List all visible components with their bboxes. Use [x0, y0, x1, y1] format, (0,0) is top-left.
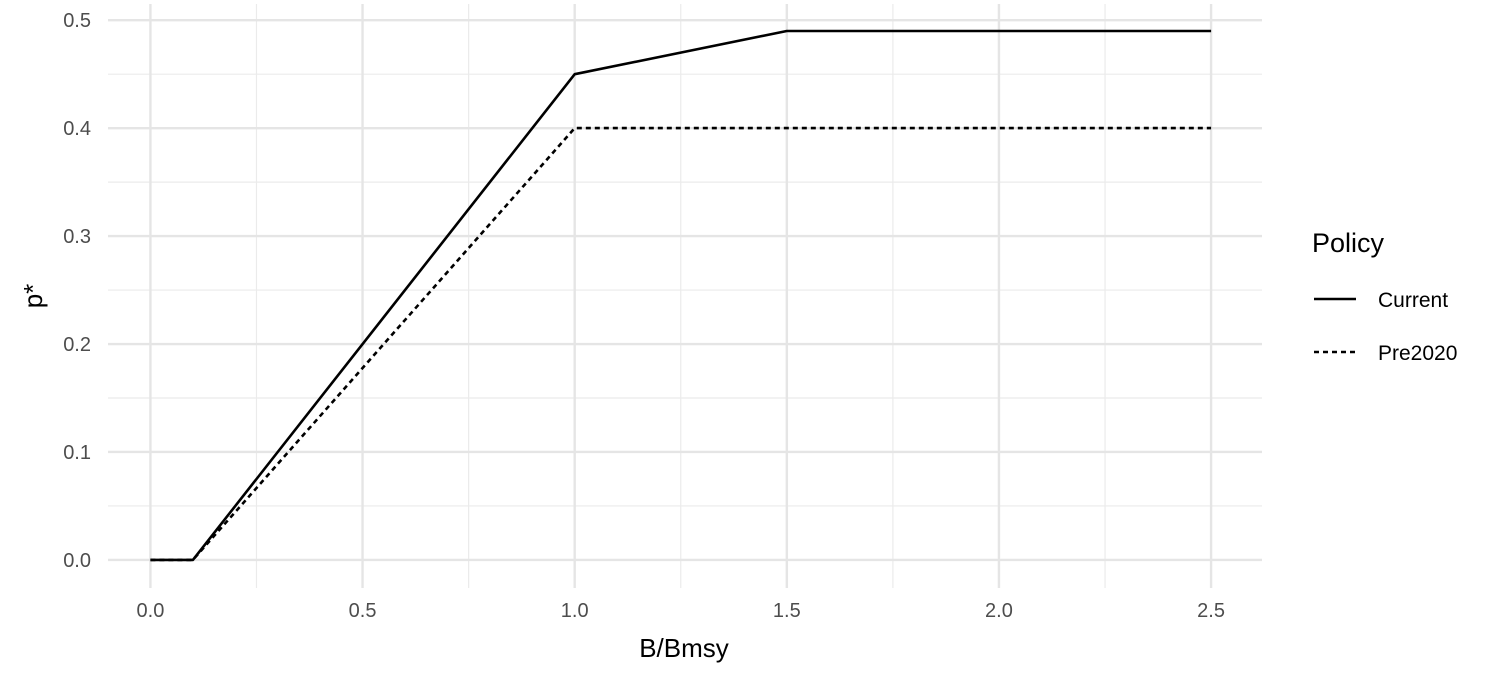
y-tick-label: 0.3	[63, 226, 91, 248]
x-tick-label: 2.0	[985, 600, 1013, 622]
legend-label-current: Current	[1378, 289, 1448, 312]
x-axis-ticks: 0.0 0.5 1.0 1.5 2.0 2.5	[137, 600, 1225, 622]
y-tick-label: 0.1	[63, 442, 91, 464]
series-line-pre2020	[150, 126, 1212, 562]
y-axis-ticks: 0.0 0.1 0.2 0.3 0.4 0.5	[63, 10, 91, 572]
x-axis-title: B/Bmsy	[639, 633, 729, 663]
x-tick-label: 2.5	[1197, 600, 1225, 622]
legend: Policy Current Pre2020	[1312, 228, 1457, 365]
minor-gridlines	[108, 4, 1262, 588]
legend-title: Policy	[1312, 228, 1385, 258]
legend-label-pre2020: Pre2020	[1378, 342, 1457, 365]
y-tick-label: 0.0	[63, 550, 91, 572]
y-tick-label: 0.5	[63, 10, 91, 32]
x-tick-label: 0.0	[137, 600, 165, 622]
x-tick-label: 1.0	[561, 600, 589, 622]
y-tick-label: 0.2	[63, 334, 91, 356]
x-tick-label: 0.5	[349, 600, 377, 622]
y-axis-title: p*	[18, 284, 48, 309]
legend-items: Current Pre2020	[1314, 289, 1457, 365]
series-lines	[150, 29, 1212, 562]
major-gridlines	[108, 4, 1262, 588]
y-tick-label: 0.4	[63, 118, 91, 140]
x-tick-label: 1.5	[773, 600, 801, 622]
